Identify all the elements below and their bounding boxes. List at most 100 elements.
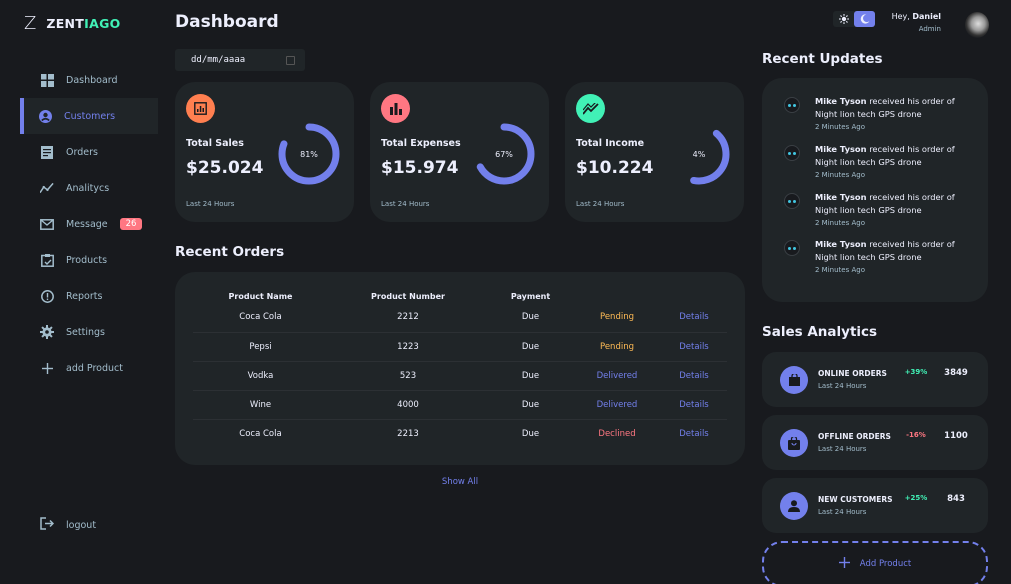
card-label: Total Sales — [186, 138, 244, 149]
card-footer: Last 24 Hours — [576, 200, 625, 208]
analytics-footer: Last 24 Hours — [818, 508, 867, 516]
status: Delivered — [573, 361, 661, 391]
logout-label: logout — [66, 519, 97, 531]
table-row: Pepsi 1223 Due Pending Details — [193, 332, 727, 362]
sidebar-item-label: Reports — [66, 290, 103, 302]
column-header — [573, 290, 661, 303]
analytics-footer: Last 24 Hours — [818, 382, 867, 390]
sidebar-item-products[interactable]: Products — [20, 242, 158, 278]
analytics-change: +39% — [904, 368, 928, 376]
inventory-icon — [40, 253, 54, 267]
update-text: received his order of Night lion tech GP… — [815, 239, 955, 262]
receipt-icon — [40, 145, 54, 159]
avatar — [784, 240, 800, 256]
sidebar-item-add-product[interactable]: add Product — [20, 350, 158, 386]
recent-updates-title: Recent Updates — [762, 51, 883, 67]
product-name: Coca Cola — [193, 303, 328, 333]
total-income-card: Total Income $10.224 4% Last 24 Hours — [565, 82, 744, 222]
update-user: Mike Tyson — [815, 144, 867, 154]
analytics-footer: Last 24 Hours — [818, 445, 867, 453]
card-value: $25.024 — [186, 158, 264, 178]
local-mall-icon — [780, 429, 808, 457]
moon-icon[interactable] — [854, 11, 875, 27]
sidebar-item-label: Settings — [66, 326, 105, 338]
sidebar-item-dashboard[interactable]: Dashboard — [20, 62, 158, 98]
table-header-row: Product Name Product Number Payment — [193, 290, 727, 303]
status: Declined — [598, 428, 636, 439]
details-link[interactable]: Details — [661, 303, 727, 333]
payment: Due — [488, 390, 573, 420]
calendar-icon[interactable] — [286, 55, 295, 65]
avatar — [784, 193, 800, 209]
analytics-value: 3849 — [944, 368, 968, 378]
update-user: Mike Tyson — [815, 192, 867, 202]
update-time: 2 Minutes Ago — [815, 123, 865, 131]
sidebar-item-orders[interactable]: Orders — [20, 134, 158, 170]
sidebar-item-label: Dashboard — [66, 74, 118, 86]
plus-icon — [838, 557, 850, 571]
date-input[interactable]: dd/mm/aaaa — [175, 49, 305, 71]
payment: Due — [521, 428, 540, 439]
product-name: Wine — [193, 390, 328, 420]
warning-icon — [40, 289, 54, 303]
status: Delivered — [573, 390, 661, 420]
analytics-icon — [186, 94, 215, 123]
card-label: Total Income — [576, 138, 645, 149]
details-link[interactable]: Details — [661, 390, 727, 420]
analytics-change: -16% — [906, 431, 926, 439]
sun-icon[interactable] — [833, 11, 854, 27]
chart-line-icon — [40, 181, 54, 195]
avatar — [784, 97, 800, 113]
show-all-link[interactable]: Show All — [441, 477, 479, 487]
table-row: Coca Cola 2213 Due Declined Details — [193, 419, 727, 448]
product-number: 2212 — [328, 303, 488, 333]
shopping-bag-icon — [780, 366, 808, 394]
brand-logo[interactable]: Z ZENTIAGO — [24, 13, 121, 34]
greeting: Hey, Daniel — [891, 12, 941, 21]
update-time: 2 Minutes Ago — [815, 171, 865, 179]
card-value: $15.974 — [381, 158, 459, 178]
total-expenses-card: Total Expenses $15.974 67% Last 24 Hours — [370, 82, 549, 222]
user-circle-icon — [38, 109, 52, 123]
sidebar-item-customers[interactable]: Customers — [20, 98, 158, 134]
add-product-button[interactable]: Add Product — [762, 541, 988, 584]
product-name: Pepsi — [193, 332, 328, 362]
profile-info: Hey, Daniel Admin — [880, 12, 941, 33]
date-placeholder: dd/mm/aaaa — [191, 55, 246, 65]
theme-toggle[interactable] — [833, 11, 875, 27]
logout-button[interactable]: logout — [40, 517, 96, 533]
avatar — [784, 145, 800, 161]
details-link[interactable]: Details — [679, 428, 709, 439]
card-footer: Last 24 Hours — [381, 200, 430, 208]
sidebar-item-reports[interactable]: Reports — [20, 278, 158, 314]
product-number: 1223 — [328, 332, 488, 362]
sidebar-item-label: Message — [66, 218, 108, 230]
user-name: Daniel — [912, 12, 941, 21]
status: Pending — [573, 303, 661, 333]
sidebar-item-settings[interactable]: Settings — [20, 314, 158, 350]
card-footer: Last 24 Hours — [186, 200, 235, 208]
recent-orders-title: Recent Orders — [175, 244, 285, 260]
trending-up-icon — [576, 94, 605, 123]
analytics-value: 843 — [947, 494, 965, 504]
payment: Due — [488, 303, 573, 333]
details-link[interactable]: Details — [661, 332, 727, 362]
status: Pending — [573, 332, 661, 362]
online-orders-item: ONLINE ORDERS Last 24 Hours +39% 3849 — [762, 352, 988, 407]
sidebar-item-analytics[interactable]: Analitycs — [20, 170, 158, 206]
sidebar-item-label: Analitycs — [66, 182, 110, 194]
analytics-name: ONLINE ORDERS — [818, 369, 887, 378]
details-link[interactable]: Details — [661, 361, 727, 391]
person-icon — [780, 492, 808, 520]
sidebar-item-message[interactable]: Message 26 — [20, 206, 158, 242]
card-percent: 67% — [495, 149, 513, 159]
avatar[interactable] — [965, 12, 989, 38]
table-row: Coca Cola 2212 Due Pending Details — [193, 303, 727, 333]
product-number: 2213 — [397, 428, 419, 439]
update-user: Mike Tyson — [815, 96, 867, 106]
card-value: $10.224 — [576, 158, 654, 178]
analytics-change: +25% — [904, 494, 928, 502]
bar-chart-icon — [381, 94, 410, 123]
column-header — [661, 290, 727, 303]
recent-orders-table: Product Name Product Number Payment Coca… — [175, 272, 745, 465]
